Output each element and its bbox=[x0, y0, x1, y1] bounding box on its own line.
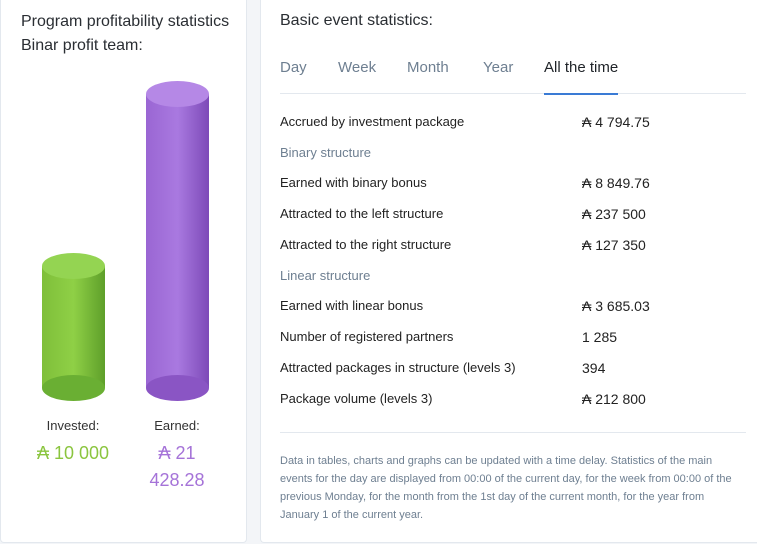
event-statistics-title: Basic event statistics: bbox=[280, 12, 433, 29]
earned-value-line1: ₳ 21 bbox=[158, 443, 196, 463]
row-label: Attracted to the left structure bbox=[280, 206, 444, 221]
row-linear-bonus: Earned with linear bonus ₳ 3 685.03 bbox=[280, 296, 746, 316]
invested-label: Invested: bbox=[46, 418, 100, 433]
tab-day[interactable]: Day bbox=[280, 59, 307, 76]
row-value: 394 bbox=[582, 360, 606, 376]
row-value: ₳ 127 350 bbox=[582, 237, 646, 253]
row-right-structure: Attracted to the right structure ₳ 127 3… bbox=[280, 235, 746, 255]
invested-bar bbox=[42, 253, 105, 401]
profitability-bars bbox=[42, 81, 209, 401]
row-label: Accrued by investment package bbox=[280, 114, 465, 129]
invested-value: ₳ 10 000 bbox=[36, 443, 110, 463]
earned-value-line2: 428.28 bbox=[149, 470, 205, 490]
period-tabs: Day Week Month Year All the time bbox=[280, 58, 746, 95]
row-partners: Number of registered partners 1 285 bbox=[280, 327, 746, 347]
row-value: ₳ 237 500 bbox=[582, 206, 646, 222]
profitability-card: Program profitability statistics Binar p… bbox=[0, 0, 247, 543]
row-value: ₳ 212 800 bbox=[582, 391, 646, 407]
binary-structure-heading: Binary structure bbox=[280, 145, 372, 160]
earned-label: Earned: bbox=[154, 418, 200, 433]
row-accrued: Accrued by investment package ₳ 4 794.75 bbox=[280, 112, 746, 132]
row-label: Number of registered partners bbox=[280, 329, 454, 344]
event-statistics-card: Basic event statistics: Day Week Month Y… bbox=[260, 0, 757, 543]
row-value: 1 285 bbox=[582, 329, 618, 345]
row-label: Earned with linear bonus bbox=[280, 298, 424, 313]
tab-week[interactable]: Week bbox=[338, 59, 377, 76]
row-left-structure: Attracted to the left structure ₳ 237 50… bbox=[280, 204, 746, 224]
tab-month[interactable]: Month bbox=[407, 59, 449, 76]
row-packages: Attracted packages in structure (levels … bbox=[280, 358, 746, 378]
tab-year[interactable]: Year bbox=[483, 59, 514, 76]
earned-bar bbox=[146, 81, 209, 401]
linear-structure-heading: Linear structure bbox=[280, 268, 371, 283]
row-value: ₳ 8 849.76 bbox=[582, 175, 650, 191]
profitability-title: Program profitability statistics Binar p… bbox=[21, 13, 230, 54]
row-label: Attracted packages in structure (levels … bbox=[280, 360, 516, 375]
row-label: Attracted to the right structure bbox=[280, 237, 452, 252]
row-binary-bonus: Earned with binary bonus ₳ 8 849.76 bbox=[280, 173, 746, 193]
tab-all-the-time[interactable]: All the time bbox=[544, 58, 619, 95]
divider bbox=[280, 432, 746, 433]
disclaimer-note: Data in tables, charts and graphs can be… bbox=[280, 455, 732, 521]
row-value: ₳ 3 685.03 bbox=[582, 298, 650, 314]
row-value: ₳ 4 794.75 bbox=[582, 114, 650, 130]
row-volume: Package volume (levels 3) ₳ 212 800 bbox=[280, 389, 746, 409]
row-label: Package volume (levels 3) bbox=[280, 391, 433, 406]
row-label: Earned with binary bonus bbox=[280, 175, 427, 190]
